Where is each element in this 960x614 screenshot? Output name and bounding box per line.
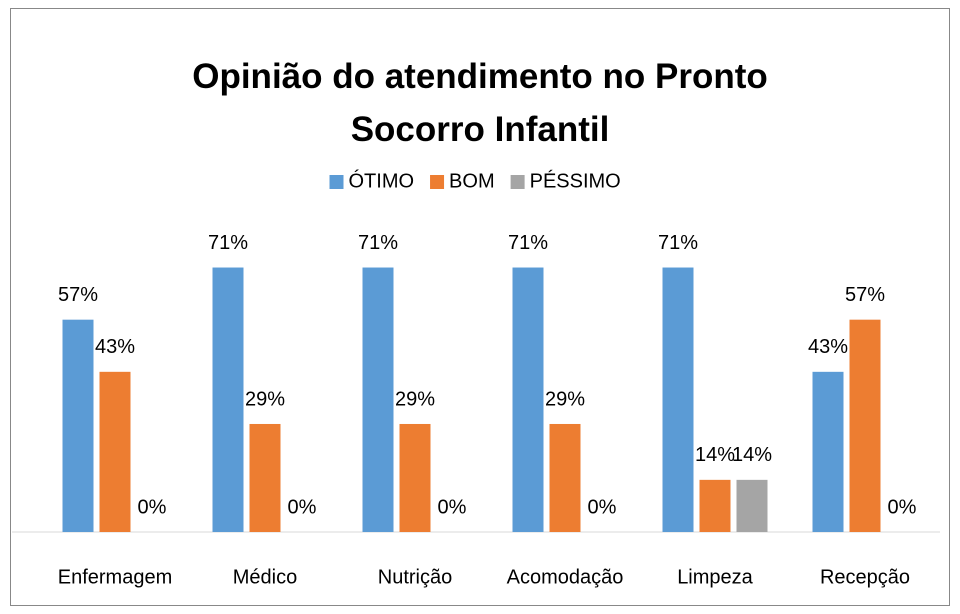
data-label: 43% [95, 336, 135, 358]
data-label: 14% [732, 444, 772, 466]
data-label: 0% [288, 496, 317, 518]
bar [549, 423, 581, 532]
data-label: 0% [588, 496, 617, 518]
data-label: 57% [845, 284, 885, 306]
data-label: 71% [208, 232, 248, 254]
data-label: 0% [438, 496, 467, 518]
bar [736, 479, 768, 532]
data-label: 43% [808, 336, 848, 358]
x-tick-label: Limpeza [677, 566, 753, 588]
legend-swatch [430, 175, 445, 189]
chart-title: Opinião do atendimento no Pronto Socorro… [192, 57, 768, 149]
bar [62, 319, 94, 532]
x-tick-label: Nutrição [378, 566, 452, 588]
x-tick-label: Recepção [820, 566, 910, 588]
x-tick-label: Acomodação [507, 566, 624, 588]
bar [662, 267, 694, 532]
data-label: 29% [395, 388, 435, 410]
data-label: 71% [508, 232, 548, 254]
legend-label: ÓTIMO [349, 169, 415, 192]
bar [249, 423, 281, 532]
bar [362, 267, 394, 532]
bar [512, 267, 544, 532]
data-label: 29% [545, 388, 585, 410]
legend-label: PÉSSIMO [530, 169, 621, 192]
x-tick-label: Enfermagem [58, 566, 173, 588]
data-label: 0% [138, 496, 167, 518]
bar [212, 267, 244, 532]
legend-swatch [510, 175, 525, 189]
chart-border [10, 8, 950, 606]
bar [699, 479, 731, 532]
bar [849, 319, 881, 532]
data-label: 71% [358, 232, 398, 254]
legend-label: BOM [449, 170, 495, 192]
data-label: 71% [658, 232, 698, 254]
bar [399, 423, 431, 532]
data-label: 0% [888, 496, 917, 518]
legend-swatch [329, 175, 344, 189]
bar [99, 371, 131, 532]
x-tick-label: Médico [233, 566, 297, 588]
data-label: 14% [695, 444, 735, 466]
data-label: 57% [58, 284, 98, 306]
bar [812, 371, 844, 532]
data-label: 29% [245, 388, 285, 410]
